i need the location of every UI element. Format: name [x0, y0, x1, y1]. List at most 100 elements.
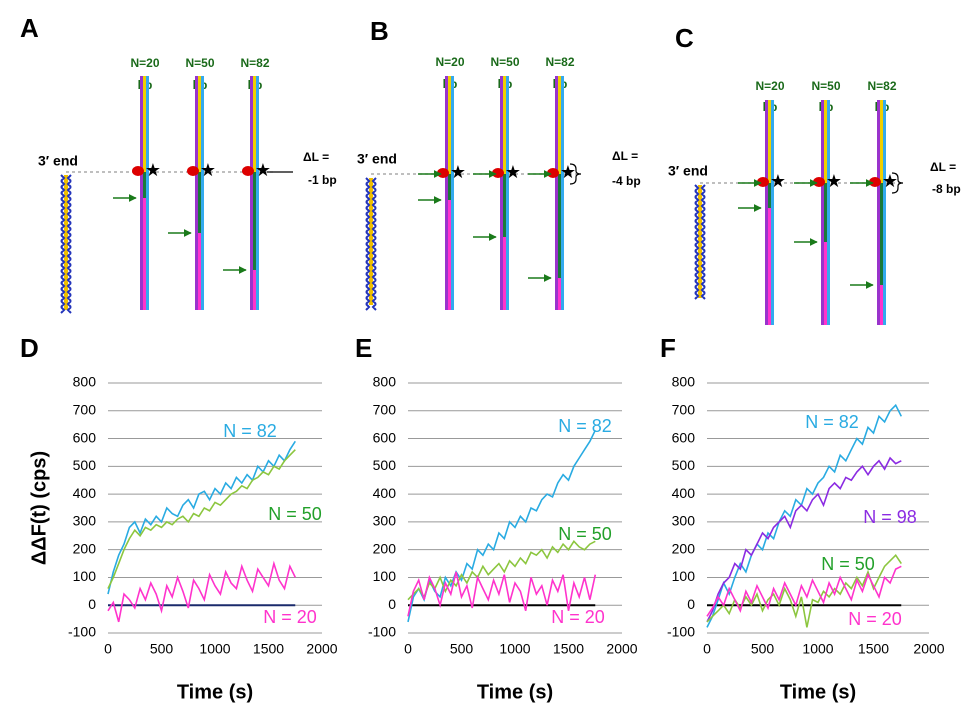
- y-tick-label: 500: [672, 457, 696, 473]
- template-strand: [369, 178, 373, 305]
- quencher-star: ★: [145, 160, 161, 180]
- delta-brace: [891, 172, 904, 194]
- quencher-star: ★: [450, 162, 466, 182]
- strand-purple: [555, 76, 558, 310]
- y-tick-label: 500: [73, 457, 97, 473]
- x-tick-label: 1000: [802, 641, 833, 657]
- strand-n-label: N=82: [867, 79, 896, 93]
- strand-blue: [883, 100, 886, 325]
- strand-yellow: [503, 76, 506, 174]
- y-tick-label: 800: [672, 374, 696, 390]
- y-tick-label: 300: [73, 513, 97, 529]
- strand-purple: [500, 76, 503, 310]
- y-tick-label: 600: [73, 429, 97, 445]
- strand-blue: [506, 76, 509, 310]
- series-label: N = 20: [263, 607, 317, 627]
- quencher-star: ★: [882, 171, 898, 191]
- series-line: [407, 540, 596, 601]
- fluorophore: [547, 168, 559, 178]
- series-label: N = 82: [805, 412, 859, 432]
- panel-letter: F: [660, 333, 676, 363]
- strand-n-label: N=20: [130, 56, 159, 70]
- panel-letter: E: [355, 333, 372, 363]
- strand-purple: [445, 76, 448, 310]
- y-tick-label: 0: [687, 596, 695, 612]
- y-tick-label: 400: [73, 485, 97, 501]
- strand-yellow: [824, 100, 827, 183]
- y-tick-label: 700: [672, 401, 696, 417]
- y-tick-label: -100: [368, 624, 396, 640]
- y-tick-label: -100: [667, 624, 695, 640]
- y-tick-label: 800: [73, 374, 97, 390]
- strand-magenta: [558, 278, 561, 310]
- strand-purple: [250, 76, 253, 310]
- strand-purple: [821, 100, 824, 325]
- x-axis-label: Time (s): [780, 681, 856, 703]
- x-tick-label: 500: [450, 641, 474, 657]
- strand-blue: [451, 76, 454, 310]
- x-tick-label: 1500: [858, 641, 889, 657]
- x-tick-label: 1000: [199, 641, 230, 657]
- panel-letter: B: [370, 16, 389, 46]
- zigzag: [365, 177, 377, 311]
- strand-n-label: N=82: [545, 55, 574, 69]
- y-tick-label: 200: [73, 540, 97, 556]
- fluorophore: [242, 166, 254, 176]
- y-tick-label: -100: [68, 624, 96, 640]
- strand-green: [880, 183, 883, 285]
- strand-magenta: [198, 233, 201, 310]
- strand-n-label: N=20: [755, 79, 784, 93]
- series-label: N = 50: [268, 504, 322, 524]
- strand-blue: [146, 76, 149, 310]
- fluorophore: [437, 168, 449, 178]
- strand-yellow: [768, 100, 771, 183]
- strand-n-label: N=50: [811, 79, 840, 93]
- x-axis-label: Time (s): [177, 681, 253, 703]
- x-tick-label: 0: [703, 641, 711, 657]
- strand-blue: [827, 100, 830, 325]
- strand-yellow: [198, 76, 201, 172]
- x-tick-label: 1000: [499, 641, 530, 657]
- strand-yellow: [558, 76, 561, 174]
- x-tick-label: 2000: [606, 641, 637, 657]
- series-label: N = 82: [558, 416, 612, 436]
- strand-green: [558, 174, 561, 278]
- y-tick-label: 300: [373, 513, 397, 529]
- delta-value: -1 bp: [308, 173, 337, 187]
- strand-yellow: [448, 76, 451, 174]
- x-axis-label: Time (s): [477, 681, 553, 703]
- template-strand: [64, 175, 68, 310]
- strand-purple: [765, 100, 768, 325]
- strand-green: [448, 174, 451, 200]
- y-tick-label: 600: [373, 429, 397, 445]
- y-tick-label: 500: [373, 457, 397, 473]
- series-line: [107, 449, 296, 589]
- y-tick-label: 400: [373, 485, 397, 501]
- y-tick-label: 0: [88, 596, 96, 612]
- series-line: [407, 429, 597, 623]
- quencher-star: ★: [200, 160, 216, 180]
- quencher-star: ★: [560, 162, 576, 182]
- fluorophore: [187, 166, 199, 176]
- strand-purple: [140, 76, 143, 310]
- y-tick-label: 400: [672, 485, 696, 501]
- fluorophore: [132, 166, 144, 176]
- y-tick-label: 700: [73, 401, 97, 417]
- series-label: N = 50: [821, 554, 875, 574]
- y-tick-label: 800: [373, 374, 397, 390]
- delta-label: ΔL =: [303, 150, 329, 164]
- end-label: 3′ end: [357, 151, 397, 167]
- end-label: 3′ end: [38, 153, 78, 169]
- fluorophore: [757, 177, 769, 187]
- x-tick-label: 1500: [253, 641, 284, 657]
- zigzag: [694, 184, 706, 300]
- series-label: N = 20: [848, 609, 902, 629]
- delta-label: ΔL =: [612, 149, 638, 163]
- y-tick-label: 700: [373, 401, 397, 417]
- x-tick-label: 500: [150, 641, 174, 657]
- series-line: [107, 440, 296, 595]
- strand-magenta: [768, 208, 771, 325]
- fluorophore: [813, 177, 825, 187]
